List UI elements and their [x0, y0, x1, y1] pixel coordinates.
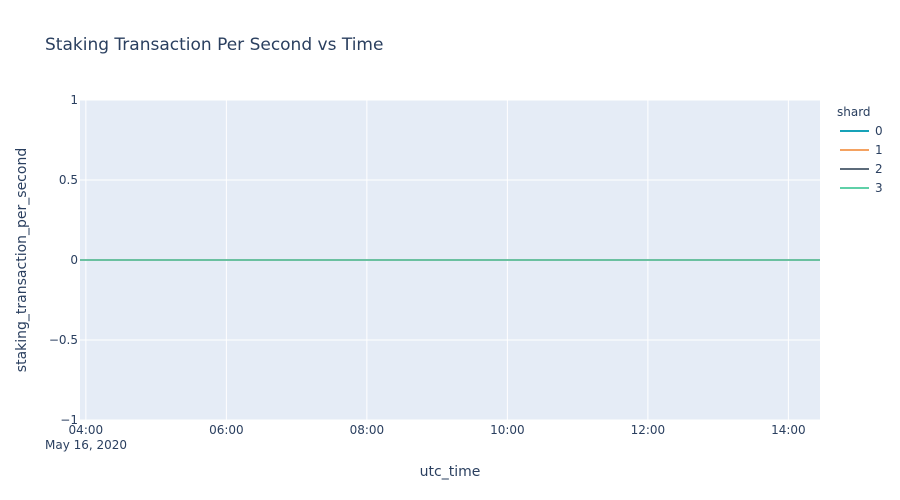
legend-label-shard-3: 3: [875, 181, 883, 195]
y-tick-label: −0.5: [49, 333, 78, 347]
y-tick-label: 1: [70, 93, 78, 107]
legend: 0 1 2 3: [840, 124, 883, 195]
x-tick-label: 06:00: [209, 423, 244, 437]
x-tick-label: 08:00: [350, 423, 385, 437]
x-tick-date-label: May 16, 2020: [45, 438, 127, 452]
legend-label-shard-2: 2: [875, 162, 883, 176]
x-tick-label: 12:00: [631, 423, 666, 437]
legend-title: shard: [837, 105, 871, 119]
y-tick-label: −1: [60, 413, 78, 427]
x-tick-label: 10:00: [490, 423, 525, 437]
x-tick-label: 14:00: [771, 423, 806, 437]
x-axis-title: utc_time: [420, 464, 481, 480]
chart-title: Staking Transaction Per Second vs Time: [45, 35, 383, 55]
legend-label-shard-0: 0: [875, 124, 883, 138]
legend-label-shard-1: 1: [875, 143, 883, 157]
y-axis-title: staking_transaction_per_second: [14, 148, 30, 372]
y-tick-label: 0: [70, 253, 78, 267]
y-tick-label: 0.5: [59, 173, 78, 187]
